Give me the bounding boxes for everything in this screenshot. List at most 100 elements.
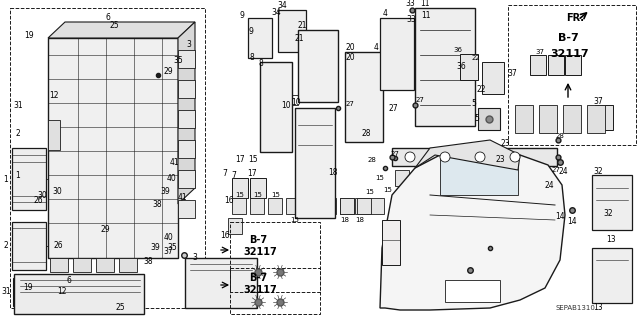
- Text: 32: 32: [593, 167, 603, 176]
- Bar: [230, 268, 320, 314]
- Bar: [73, 258, 91, 272]
- Text: 19: 19: [23, 283, 33, 292]
- Bar: [482, 62, 504, 94]
- Bar: [563, 105, 581, 133]
- Text: 24: 24: [558, 167, 568, 176]
- Text: 35: 35: [167, 243, 177, 253]
- Circle shape: [475, 152, 485, 162]
- Text: 5: 5: [472, 100, 476, 108]
- Text: 27: 27: [346, 101, 355, 107]
- Bar: [415, 8, 475, 126]
- Text: 37: 37: [507, 69, 517, 78]
- Bar: [370, 198, 384, 214]
- Bar: [119, 258, 137, 272]
- Text: 14: 14: [567, 218, 577, 226]
- Bar: [260, 62, 292, 152]
- Bar: [587, 105, 605, 133]
- Bar: [178, 170, 195, 188]
- Text: 32117: 32117: [243, 285, 277, 295]
- Text: 2: 2: [4, 241, 8, 250]
- Text: 28: 28: [556, 133, 564, 139]
- Bar: [232, 198, 246, 214]
- Text: 15: 15: [383, 187, 392, 193]
- Bar: [250, 178, 266, 198]
- Text: 21: 21: [297, 21, 307, 31]
- Bar: [50, 258, 68, 272]
- Polygon shape: [178, 22, 195, 204]
- Bar: [178, 80, 195, 98]
- Text: 18: 18: [355, 217, 365, 223]
- Text: 14: 14: [555, 212, 565, 221]
- Text: 27: 27: [390, 151, 399, 157]
- Bar: [592, 175, 632, 230]
- Bar: [295, 108, 335, 218]
- Text: 33: 33: [406, 15, 417, 24]
- Bar: [340, 198, 354, 214]
- Bar: [185, 258, 257, 308]
- Bar: [14, 274, 144, 314]
- Text: 31: 31: [13, 101, 23, 110]
- Bar: [13, 278, 58, 306]
- Bar: [508, 5, 636, 145]
- Text: 34: 34: [277, 2, 287, 11]
- Text: B-7: B-7: [249, 235, 267, 245]
- Polygon shape: [380, 152, 565, 310]
- Text: 41: 41: [177, 194, 187, 203]
- Bar: [12, 222, 46, 270]
- Text: 15: 15: [236, 192, 244, 198]
- Text: 36: 36: [454, 47, 463, 53]
- Text: 29: 29: [100, 225, 111, 234]
- Text: 24: 24: [544, 181, 554, 189]
- Text: 39: 39: [150, 243, 160, 253]
- Text: 27: 27: [388, 104, 399, 113]
- Text: 37: 37: [593, 98, 603, 107]
- Bar: [178, 200, 195, 218]
- Bar: [250, 198, 264, 214]
- Bar: [392, 148, 557, 166]
- Text: 18: 18: [328, 168, 337, 177]
- Text: 10: 10: [281, 100, 291, 109]
- Text: 31: 31: [1, 287, 11, 296]
- Text: 37: 37: [163, 248, 173, 256]
- Bar: [345, 52, 383, 142]
- Text: 15: 15: [365, 189, 374, 195]
- Text: 2: 2: [15, 130, 20, 138]
- Circle shape: [405, 152, 415, 162]
- Text: 9: 9: [239, 11, 244, 20]
- Text: 33: 33: [405, 0, 415, 9]
- Text: 15: 15: [253, 192, 262, 198]
- Circle shape: [510, 152, 520, 162]
- Text: 23: 23: [495, 155, 506, 164]
- Text: 40: 40: [163, 234, 173, 242]
- Text: 1: 1: [4, 174, 8, 183]
- Text: 22: 22: [472, 55, 481, 61]
- Text: 32117: 32117: [243, 247, 277, 257]
- Text: 8: 8: [259, 59, 264, 68]
- Bar: [445, 280, 500, 302]
- Text: 6: 6: [67, 276, 72, 285]
- Bar: [12, 148, 46, 210]
- Text: 7: 7: [231, 171, 236, 180]
- Bar: [595, 105, 613, 130]
- Bar: [440, 155, 518, 195]
- Bar: [10, 8, 205, 308]
- Text: 17: 17: [247, 169, 257, 179]
- Bar: [178, 50, 195, 68]
- Bar: [268, 198, 282, 214]
- Bar: [48, 38, 178, 258]
- Text: 10: 10: [291, 98, 301, 107]
- Text: 20: 20: [345, 43, 355, 53]
- Text: 26: 26: [33, 197, 44, 205]
- Bar: [304, 198, 318, 214]
- Text: 36: 36: [456, 63, 466, 71]
- Bar: [228, 218, 242, 234]
- Text: 35: 35: [173, 56, 183, 65]
- Text: 22: 22: [477, 85, 486, 94]
- Text: 13: 13: [606, 235, 616, 244]
- Text: 27: 27: [415, 97, 424, 103]
- Text: 30: 30: [52, 187, 63, 196]
- Text: 41: 41: [169, 158, 179, 167]
- Text: 37: 37: [536, 49, 545, 55]
- Text: 28: 28: [367, 157, 376, 163]
- Circle shape: [440, 152, 450, 162]
